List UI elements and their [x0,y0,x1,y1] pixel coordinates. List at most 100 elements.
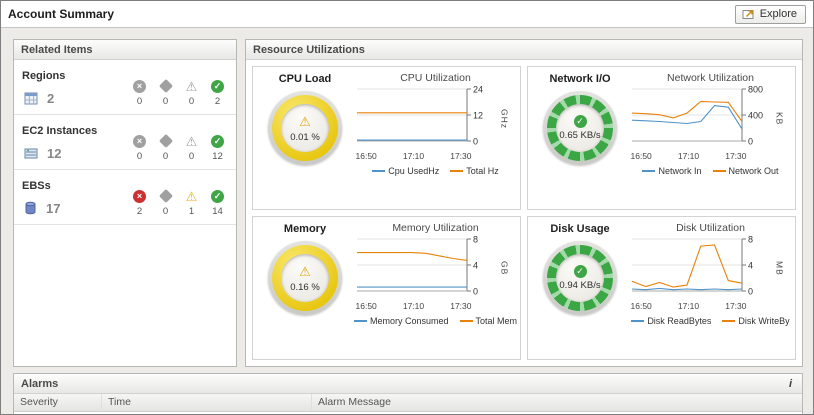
gauge-ring: 0.65 KB/s [547,95,613,161]
chart-legend: Cpu UsedHz Total Hz [354,166,518,176]
plot-area: 0 4 8 [629,235,775,302]
status-summary: 0 0 0 2 [131,68,226,107]
related-item-ec2-instances[interactable]: EC2 Instances 12 0 [14,115,236,170]
gauge-value: 0.16 % [290,281,320,293]
related-items-body: Regions 2 0 [14,60,236,225]
legend-item: Memory Consumed [353,316,449,326]
chart-legend: Memory Consumed Total Mem [353,316,518,326]
legend-swatch [353,320,367,322]
x-axis-labels: 16:50 17:10 17:30 [354,301,474,311]
normal-icon [211,135,224,148]
alarms-panel: Alarms i Severity Time Alarm Message [13,373,803,414]
x-axis-labels: 16:50 17:10 17:30 [629,301,749,311]
y-tick-label: 0 [748,137,753,147]
normal-icon [211,190,224,203]
status-normal: 2 [209,80,226,107]
related-item-ebss[interactable]: EBSs 17 2 [14,170,236,225]
y-tick-label: 0 [473,137,478,147]
explore-label: Explore [759,7,797,20]
status-critical: 0 [157,188,174,217]
disk-usage-gauge[interactable]: 0.94 KB/s [543,241,617,315]
resource-grid: CPU Load 0.01 % CPU Utilization [246,60,802,366]
resource-utilizations-header: Resource Utilizations [246,40,802,60]
column-severity[interactable]: Severity [14,394,102,411]
gauge-normal-icon [573,265,587,278]
y-tick-label: 800 [748,85,763,95]
gauge-warning-icon [299,264,311,280]
x-tick-label: 16:50 [630,301,652,311]
x-tick-label: 17:10 [677,301,700,311]
legend-item: Disk ReadBytes [631,316,711,326]
item-count: 12 [47,145,62,161]
cpu-utilization-chart[interactable]: CPU Utilization 0 12 24 GHz 16:50 17:10 17:3… [353,72,518,207]
legend-swatch [631,320,645,322]
item-name: EBSs [22,179,51,192]
y-tick-label: 12 [473,111,483,121]
status-summary: 2 0 1 14 [131,178,226,217]
chart-title: Memory Utilization [392,222,479,234]
resource-utilizations-panel: Resource Utilizations CPU Load 0.01 % [245,39,803,367]
legend-item: Total Mem [459,316,517,326]
gauge-ring: 0.94 KB/s [547,245,613,311]
column-alarm-message[interactable]: Alarm Message [318,396,391,408]
legend-item: Cpu UsedHz [372,166,439,176]
explore-icon [742,9,754,19]
cpu-load-gauge[interactable]: 0.01 % [268,91,342,165]
normal-icon [211,80,224,93]
network-io-quad: Network I/O 0.65 KB/s Network Utilizatio… [527,66,796,210]
status-critical: 0 [157,133,174,162]
x-tick-label: 17:30 [725,151,747,161]
fatal-icon [133,80,146,93]
chart-legend: Disk ReadBytes Disk WriteBy [629,316,793,326]
gauge-normal-icon [573,115,587,128]
related-items-panel: Related Items Regions 2 [13,39,237,367]
legend-swatch [459,320,473,322]
disk-usage-quad: Disk Usage 0.94 KB/s Disk Utilization [527,216,796,360]
x-tick-label: 16:50 [630,151,652,161]
critical-icon [158,133,173,149]
related-item-regions[interactable]: Regions 2 0 [14,60,236,115]
critical-icon [158,78,173,94]
y-tick-label: 0 [473,287,478,297]
gauge-warning-icon [299,114,311,130]
status-warning: 0 [183,135,200,162]
gauge-ring: 0.01 % [272,95,338,161]
status-normal: 14 [209,190,226,217]
column-time[interactable]: Time [102,394,312,411]
status-fatal: 0 [131,135,148,162]
resource-utilizations-title: Resource Utilizations [253,43,365,56]
memory-gauge[interactable]: 0.16 % [268,241,342,315]
x-tick-label: 17:30 [725,301,747,311]
network-utilization-chart[interactable]: Network Utilization 0 400 800 KB 16:50 17:1… [628,72,793,207]
x-tick-label: 17:10 [402,151,425,161]
gauge-ring: 0.16 % [272,245,338,311]
warning-icon [185,135,198,148]
status-fatal: 0 [131,80,148,107]
y-tick-label: 8 [748,235,753,245]
network-io-gauge[interactable]: 0.65 KB/s [543,91,617,165]
chart-title: Disk Utilization [676,222,745,234]
x-tick-label: 16:50 [355,301,377,311]
related-items-header: Related Items [14,40,236,60]
y-axis-unit: GB [499,261,510,276]
item-name: EC2 Instances [22,124,98,137]
fatal-icon [133,135,146,148]
related-items-title: Related Items [21,43,93,56]
y-tick-label: 4 [748,261,753,271]
info-icon[interactable]: i [788,377,792,390]
gauge-title: CPU Load [278,73,332,85]
warning-icon [185,80,198,93]
plot-area: 0 12 24 [354,85,500,152]
chart-title: Network Utilization [667,72,754,84]
x-tick-label: 17:10 [677,151,700,161]
memory-utilization-chart[interactable]: Memory Utilization 0 4 8 GB 16:50 17:10 17:3… [353,222,518,357]
y-axis-unit: MB [774,261,785,276]
alarms-header: Alarms i [14,374,802,394]
y-tick-label: 400 [748,111,763,121]
gauge-value: 0.65 KB/s [559,130,601,141]
legend-swatch [642,170,656,172]
status-warning: 0 [183,80,200,107]
explore-button[interactable]: Explore [734,4,806,24]
y-axis-unit: GHz [499,108,510,129]
